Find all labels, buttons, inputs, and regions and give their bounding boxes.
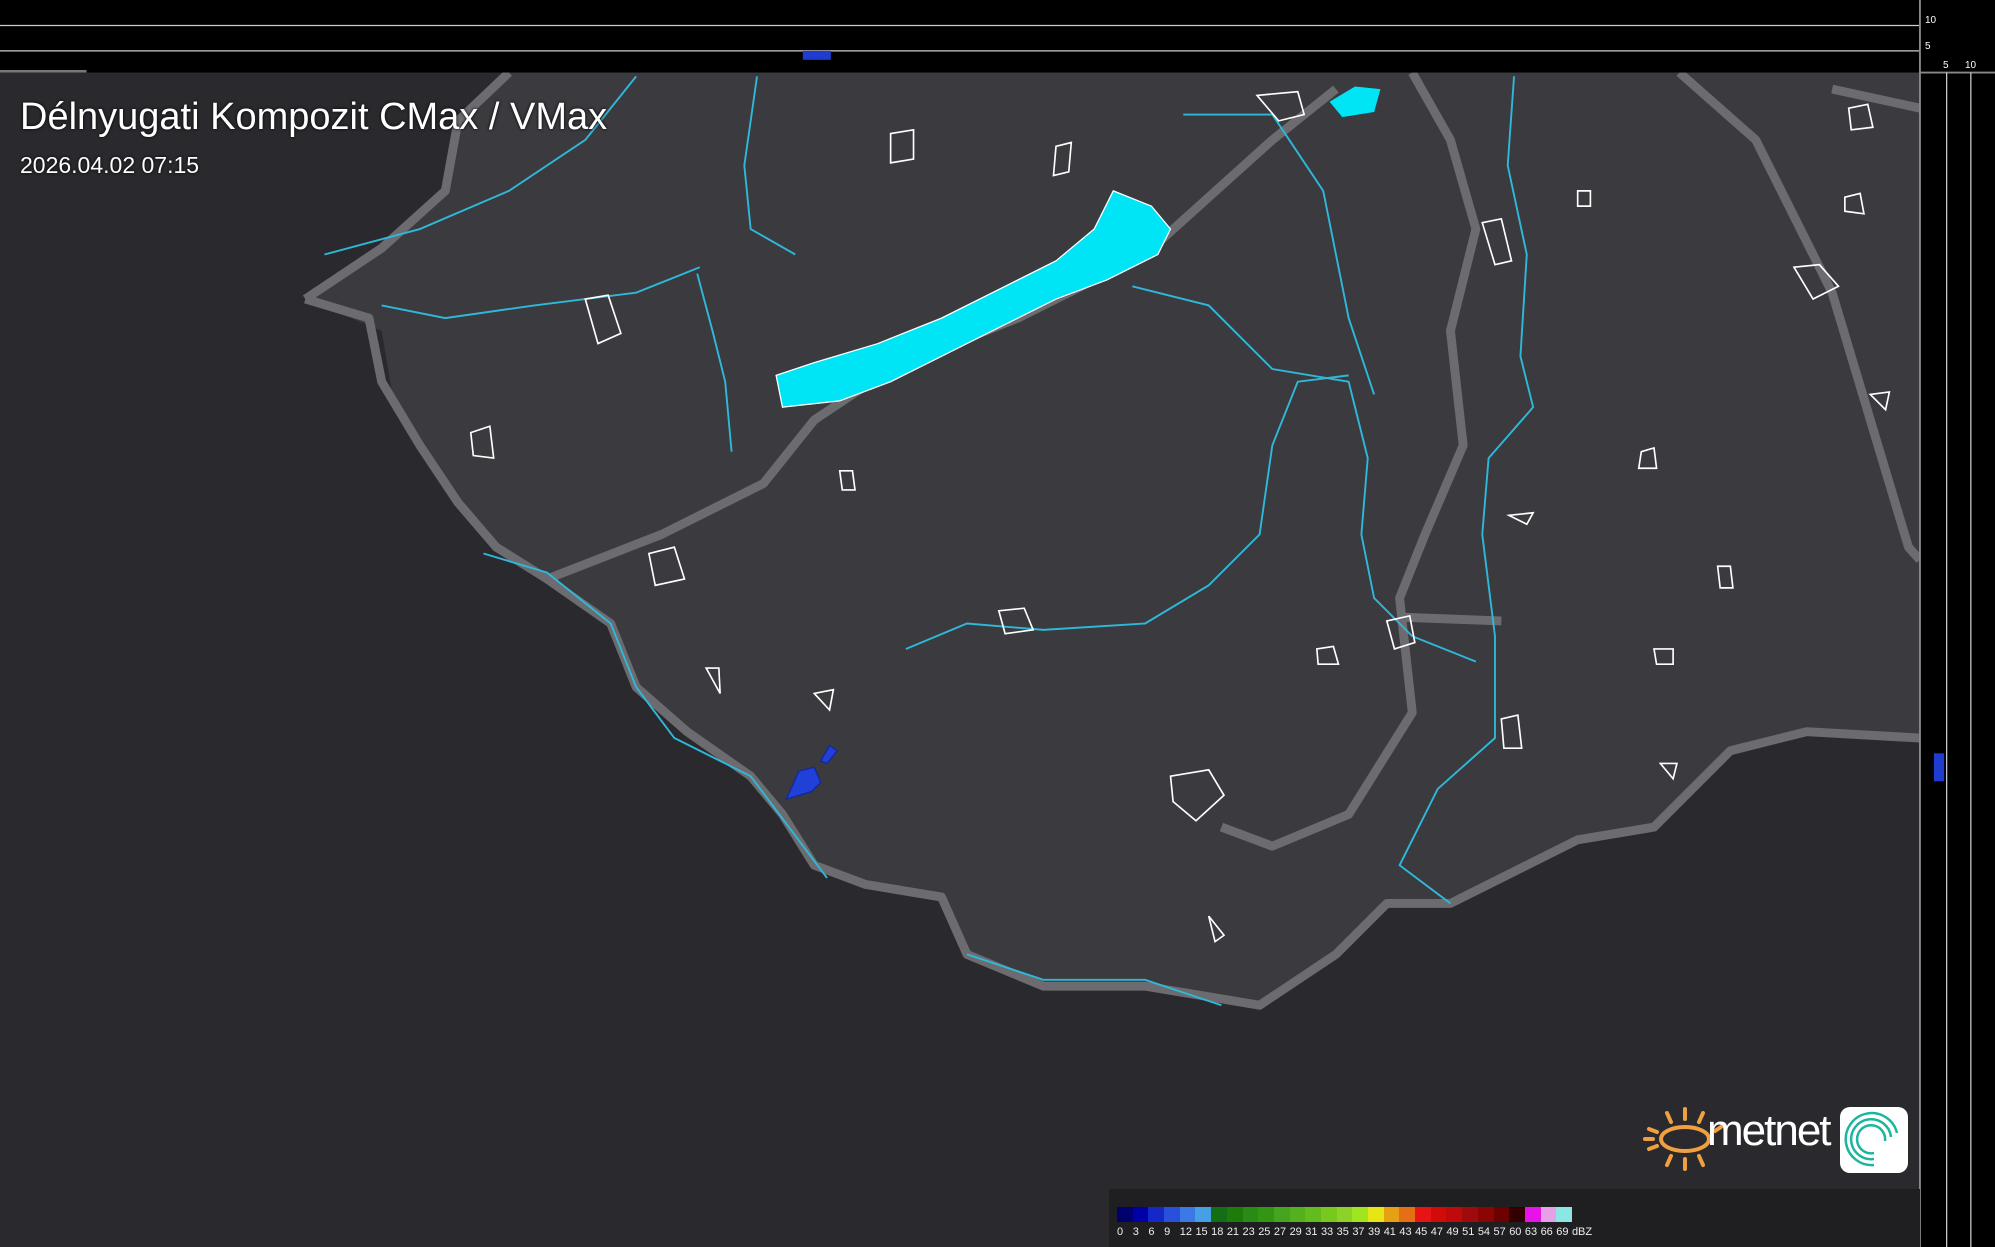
legend-tick-label: 27 [1273,1226,1287,1238]
legend-swatch [1556,1207,1572,1222]
swirl-icon [1844,1111,1899,1167]
map-timestamp: 2026.04.02 07:15 [20,152,200,178]
legend-tick-label: 54 [1477,1226,1491,1238]
legend-swatch [1289,1207,1306,1222]
legend-swatch [1242,1207,1259,1222]
legend-tick-label: 57 [1493,1226,1506,1238]
legend-swatch [1383,1207,1400,1222]
legend-tick-label: 60 [1509,1226,1522,1238]
legend-tick-label: 0 [1117,1226,1124,1238]
side-profile-panel [1919,0,1995,1247]
legend-swatch [1164,1207,1180,1222]
legend-tick-label: 18 [1211,1226,1224,1238]
legend-tick-label: 3 [1132,1226,1139,1238]
legend-swatch [1226,1207,1243,1222]
side-axis-label-10: 10 [1965,60,1977,71]
sun-icon [1643,1107,1723,1171]
metnet-logo-text: metnet [1707,1106,1832,1155]
legend-swatch [1132,1207,1149,1222]
legend-tick-label: 23 [1242,1226,1255,1238]
legend-swatch [1368,1207,1384,1222]
legend-tick-label: 43 [1399,1226,1412,1238]
top-profile-echo [802,50,831,60]
legend-tick-label: 12 [1179,1226,1192,1238]
hungary-region [305,72,1920,1006]
legend-swatch [1540,1207,1557,1222]
rivers [324,75,1535,1007]
legend-swatch [1399,1207,1416,1222]
legend-tick-label: 49 [1446,1226,1459,1238]
legend-tick-label: 6 [1148,1226,1155,1238]
legend-swatch [1305,1207,1321,1222]
legend-tick-label: 39 [1368,1226,1381,1238]
top-axis-label-5: 5 [1925,41,1931,52]
legend-swatch [1258,1207,1274,1222]
legend-tick-label: 31 [1305,1226,1318,1238]
legend-tick-label: 25 [1258,1226,1271,1238]
legend-swatch [1211,1207,1227,1222]
legend-swatch [1336,1207,1353,1222]
legend-swatch [1446,1207,1463,1222]
map-title: Délnyugati Kompozit CMax / VMax [20,96,608,138]
legend-tick-label: 15 [1195,1226,1208,1238]
country-borders [302,69,1924,1010]
legend-tick-label: 69 [1556,1226,1569,1238]
radar-echo [785,744,839,801]
legend-tick-label: 47 [1430,1226,1443,1238]
legend-swatch [1430,1207,1447,1222]
legend-swatch [1509,1207,1525,1222]
legend-tick-label: 41 [1383,1226,1396,1238]
lake-balaton [775,190,1172,408]
legend-tick-label: 29 [1289,1226,1302,1238]
metnet-logo [1643,1107,1908,1173]
color-legend: 0 3 6 9 12 15 18 21 23 25 27 29 31 33 35 37 39 41 43 45 47 49… [1109,1189,1920,1247]
legend-tick-label: 51 [1462,1226,1475,1238]
lake-velence [1329,86,1381,118]
legend-swatch [1117,1207,1133,1222]
legend-swatch [1352,1207,1368,1222]
side-axis-label-5: 5 [1943,60,1949,71]
legend-swatch [1415,1207,1431,1222]
legend-tick-label: 35 [1336,1226,1349,1238]
top-profile-panel [0,0,1920,73]
legend-tick-label: 45 [1415,1226,1428,1238]
top-profile-scrollbar[interactable] [0,69,87,73]
legend-tick-label: 9 [1164,1226,1171,1238]
legend-tick-label: 37 [1352,1226,1365,1238]
legend-tick-label: 66 [1540,1226,1553,1238]
legend-tick-label: 33 [1320,1226,1334,1238]
legend-swatch [1477,1207,1494,1222]
legend-swatch [1273,1207,1290,1222]
legend-swatch [1195,1207,1212,1222]
legend-swatch [1462,1207,1478,1222]
legend-swatch [1493,1207,1510,1222]
legend-tick-label: 63 [1524,1226,1538,1238]
legend-color-bar [1117,1207,1572,1222]
side-profile-echo [1933,753,1945,782]
legend-tick-labels: 0 3 6 9 12 15 18 21 23 25 27 29 31 33 35 37 39 41 43 45 47 49… [1117,1226,1593,1238]
legend-swatch [1179,1207,1196,1222]
legend-swatch [1320,1207,1337,1222]
legend-swatch [1524,1207,1541,1222]
legend-tick-label: 21 [1226,1226,1240,1238]
legend-swatch [1148,1207,1165,1222]
settlement-outlines [469,90,1891,943]
legend-unit: dBZ [1571,1226,1593,1238]
top-axis-label-10: 10 [1925,15,1937,26]
